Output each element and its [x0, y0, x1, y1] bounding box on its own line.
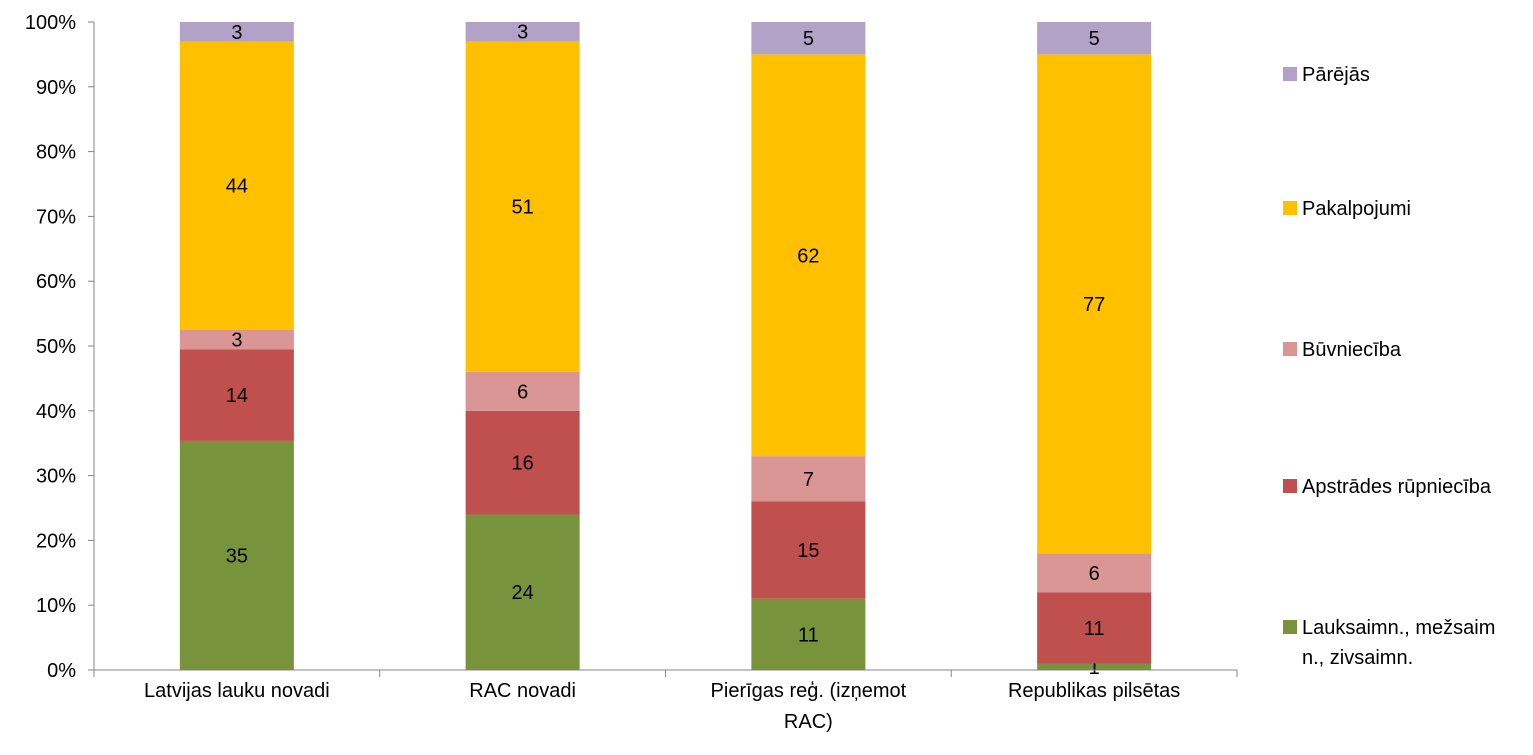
legend-swatch [1283, 67, 1297, 81]
bar-segment [1037, 663, 1152, 670]
y-tick-label: 30% [36, 466, 76, 488]
bar-segment [751, 456, 866, 502]
y-tick-label: 60% [36, 271, 76, 293]
data-label: 11 [798, 624, 819, 646]
legend-label: Pakalpojumi [1302, 198, 1411, 220]
bar-segment [179, 349, 294, 441]
data-label: 35 [226, 545, 248, 567]
data-label: 3 [231, 22, 242, 44]
x-category-label: Latvijas lauku novadi [144, 680, 330, 702]
data-label: 44 [226, 176, 248, 198]
data-label: 15 [797, 540, 819, 562]
bar-segment [1037, 22, 1152, 55]
data-label: 62 [797, 245, 819, 267]
data-label: 14 [226, 385, 248, 407]
data-label: 3 [231, 329, 242, 351]
data-label: 5 [1089, 28, 1100, 50]
legend-swatch [1283, 201, 1297, 215]
y-tick-label: 20% [36, 530, 76, 552]
x-category-label: Pierīgas reģ. (izņemot [711, 680, 907, 702]
data-label: 16 [512, 453, 534, 475]
y-tick-label: 0% [47, 660, 76, 682]
data-label: 51 [512, 197, 534, 219]
data-label: 6 [517, 381, 528, 403]
bar-segment [179, 41, 294, 330]
bar-segment [179, 329, 294, 350]
y-tick-label: 50% [36, 336, 76, 358]
bar-segment [751, 598, 866, 670]
bar-segment [1037, 592, 1152, 664]
x-category-label: RAC) [784, 711, 833, 733]
data-label: 24 [512, 582, 534, 604]
data-label: 5 [803, 28, 814, 50]
y-tick-label: 100% [25, 12, 76, 34]
bar-segment [751, 501, 866, 599]
bar-segment [465, 41, 580, 372]
legend-label: n., zivsaimn. [1302, 647, 1413, 669]
legend-label: Apstrādes rūpniecība [1302, 476, 1492, 498]
y-tick-label: 80% [36, 142, 76, 164]
y-tick-label: 10% [36, 595, 76, 617]
bar-segment [179, 22, 294, 42]
data-label: 7 [803, 469, 814, 491]
x-category-label: Republikas pilsētas [1008, 680, 1180, 702]
legend-label: Lauksaimn., mežsaim [1302, 617, 1495, 639]
bar-segment [1037, 54, 1152, 554]
bar-segment [751, 22, 866, 55]
bar-segment [179, 440, 294, 670]
data-label: 3 [517, 22, 528, 44]
data-label: 6 [1089, 563, 1100, 585]
legend-swatch [1283, 479, 1297, 493]
data-label: 1 [1089, 657, 1100, 679]
legend-label: Pārējās [1302, 64, 1370, 86]
x-category-label: RAC novadi [469, 680, 576, 702]
legend-label: Būvniecība [1302, 339, 1402, 361]
y-tick-label: 40% [36, 401, 76, 423]
bar-segment [465, 371, 580, 411]
data-label: 11 [1084, 618, 1105, 640]
bar-segment [465, 514, 580, 670]
legend-swatch [1283, 620, 1297, 634]
bar-segment [465, 410, 580, 515]
bar-segment [465, 22, 580, 42]
data-label: 77 [1083, 294, 1105, 316]
legend-swatch [1283, 342, 1297, 356]
bar-segment [751, 54, 866, 457]
y-tick-label: 90% [36, 77, 76, 99]
bar-segment [1037, 553, 1152, 593]
y-tick-label: 70% [36, 206, 76, 228]
